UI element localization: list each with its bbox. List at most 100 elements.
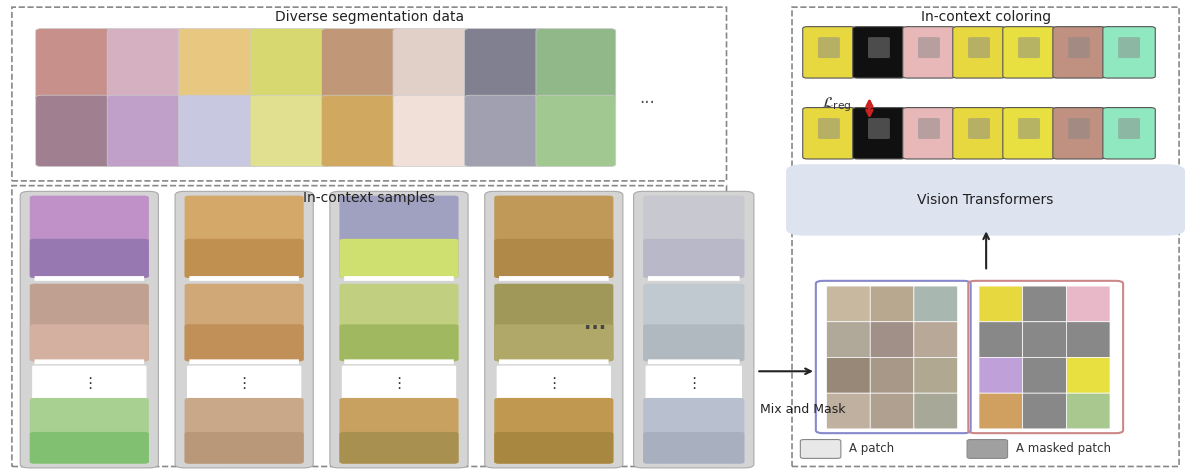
- Text: ⋮: ⋮: [82, 376, 96, 391]
- FancyBboxPatch shape: [250, 95, 330, 167]
- FancyBboxPatch shape: [35, 359, 144, 364]
- FancyBboxPatch shape: [818, 118, 840, 139]
- Text: A masked patch: A masked patch: [1016, 443, 1111, 456]
- FancyBboxPatch shape: [330, 191, 468, 468]
- FancyBboxPatch shape: [913, 286, 958, 322]
- FancyBboxPatch shape: [1053, 27, 1105, 78]
- FancyBboxPatch shape: [913, 322, 958, 357]
- FancyBboxPatch shape: [494, 432, 613, 464]
- FancyBboxPatch shape: [250, 29, 330, 100]
- FancyBboxPatch shape: [339, 284, 459, 361]
- FancyBboxPatch shape: [30, 284, 149, 361]
- FancyBboxPatch shape: [903, 27, 955, 78]
- FancyBboxPatch shape: [344, 276, 454, 281]
- FancyBboxPatch shape: [643, 196, 744, 278]
- FancyBboxPatch shape: [497, 366, 611, 401]
- FancyBboxPatch shape: [871, 393, 913, 429]
- FancyBboxPatch shape: [1066, 286, 1110, 322]
- Text: Vision Transformers: Vision Transformers: [917, 193, 1054, 207]
- FancyBboxPatch shape: [185, 324, 304, 361]
- FancyBboxPatch shape: [803, 108, 855, 159]
- FancyBboxPatch shape: [189, 359, 299, 364]
- FancyBboxPatch shape: [189, 276, 299, 281]
- FancyBboxPatch shape: [979, 357, 1023, 393]
- FancyBboxPatch shape: [185, 432, 304, 464]
- FancyBboxPatch shape: [643, 284, 744, 361]
- FancyBboxPatch shape: [339, 398, 459, 464]
- FancyBboxPatch shape: [968, 37, 990, 58]
- FancyBboxPatch shape: [464, 29, 544, 100]
- FancyBboxPatch shape: [107, 95, 187, 167]
- FancyBboxPatch shape: [1103, 27, 1155, 78]
- FancyBboxPatch shape: [179, 95, 258, 167]
- FancyBboxPatch shape: [643, 324, 744, 361]
- FancyBboxPatch shape: [32, 366, 146, 401]
- FancyBboxPatch shape: [1018, 118, 1040, 139]
- Text: $\mathcal{L}_{\rm reg}$: $\mathcal{L}_{\rm reg}$: [822, 95, 852, 114]
- FancyBboxPatch shape: [1066, 357, 1110, 393]
- FancyBboxPatch shape: [339, 324, 459, 361]
- FancyBboxPatch shape: [36, 29, 116, 100]
- FancyBboxPatch shape: [339, 239, 459, 278]
- Text: ⋮: ⋮: [237, 376, 251, 391]
- FancyBboxPatch shape: [903, 108, 955, 159]
- FancyBboxPatch shape: [499, 359, 609, 364]
- FancyBboxPatch shape: [979, 286, 1023, 322]
- FancyBboxPatch shape: [868, 37, 890, 58]
- FancyBboxPatch shape: [646, 366, 742, 401]
- FancyBboxPatch shape: [1118, 118, 1140, 139]
- Text: ...: ...: [640, 89, 655, 107]
- FancyBboxPatch shape: [827, 393, 871, 429]
- FancyBboxPatch shape: [1023, 393, 1066, 429]
- FancyBboxPatch shape: [179, 29, 258, 100]
- Text: In-context samples: In-context samples: [304, 190, 435, 205]
- FancyBboxPatch shape: [853, 27, 905, 78]
- Text: Diverse segmentation data: Diverse segmentation data: [275, 10, 463, 24]
- FancyBboxPatch shape: [913, 393, 958, 429]
- FancyBboxPatch shape: [979, 322, 1023, 357]
- FancyBboxPatch shape: [868, 118, 890, 139]
- FancyBboxPatch shape: [648, 359, 740, 364]
- FancyBboxPatch shape: [648, 276, 740, 281]
- FancyBboxPatch shape: [1068, 118, 1090, 139]
- Text: ⋮: ⋮: [686, 376, 701, 391]
- FancyBboxPatch shape: [322, 95, 401, 167]
- FancyBboxPatch shape: [185, 196, 304, 278]
- FancyBboxPatch shape: [643, 432, 744, 464]
- FancyBboxPatch shape: [871, 357, 913, 393]
- FancyBboxPatch shape: [979, 393, 1023, 429]
- FancyBboxPatch shape: [803, 27, 855, 78]
- FancyBboxPatch shape: [36, 95, 116, 167]
- FancyBboxPatch shape: [185, 284, 304, 361]
- FancyBboxPatch shape: [339, 196, 459, 278]
- FancyBboxPatch shape: [187, 366, 301, 401]
- FancyBboxPatch shape: [1068, 37, 1090, 58]
- FancyBboxPatch shape: [871, 322, 913, 357]
- FancyBboxPatch shape: [800, 439, 841, 458]
- FancyBboxPatch shape: [1023, 357, 1066, 393]
- FancyBboxPatch shape: [1018, 37, 1040, 58]
- FancyBboxPatch shape: [786, 164, 1185, 236]
- FancyBboxPatch shape: [536, 95, 616, 167]
- FancyBboxPatch shape: [953, 108, 1005, 159]
- FancyBboxPatch shape: [1053, 108, 1105, 159]
- FancyBboxPatch shape: [913, 357, 958, 393]
- FancyBboxPatch shape: [1066, 393, 1110, 429]
- FancyBboxPatch shape: [485, 191, 623, 468]
- FancyBboxPatch shape: [827, 286, 871, 322]
- FancyBboxPatch shape: [818, 37, 840, 58]
- FancyBboxPatch shape: [393, 29, 473, 100]
- FancyBboxPatch shape: [20, 191, 158, 468]
- FancyBboxPatch shape: [967, 439, 1008, 458]
- FancyBboxPatch shape: [1118, 37, 1140, 58]
- FancyBboxPatch shape: [536, 29, 616, 100]
- FancyBboxPatch shape: [344, 359, 454, 364]
- FancyBboxPatch shape: [499, 276, 609, 281]
- FancyBboxPatch shape: [853, 108, 905, 159]
- Text: ...: ...: [585, 314, 606, 333]
- FancyBboxPatch shape: [1023, 322, 1066, 357]
- FancyBboxPatch shape: [634, 191, 754, 468]
- FancyBboxPatch shape: [30, 196, 149, 278]
- FancyBboxPatch shape: [1103, 108, 1155, 159]
- FancyBboxPatch shape: [643, 239, 744, 278]
